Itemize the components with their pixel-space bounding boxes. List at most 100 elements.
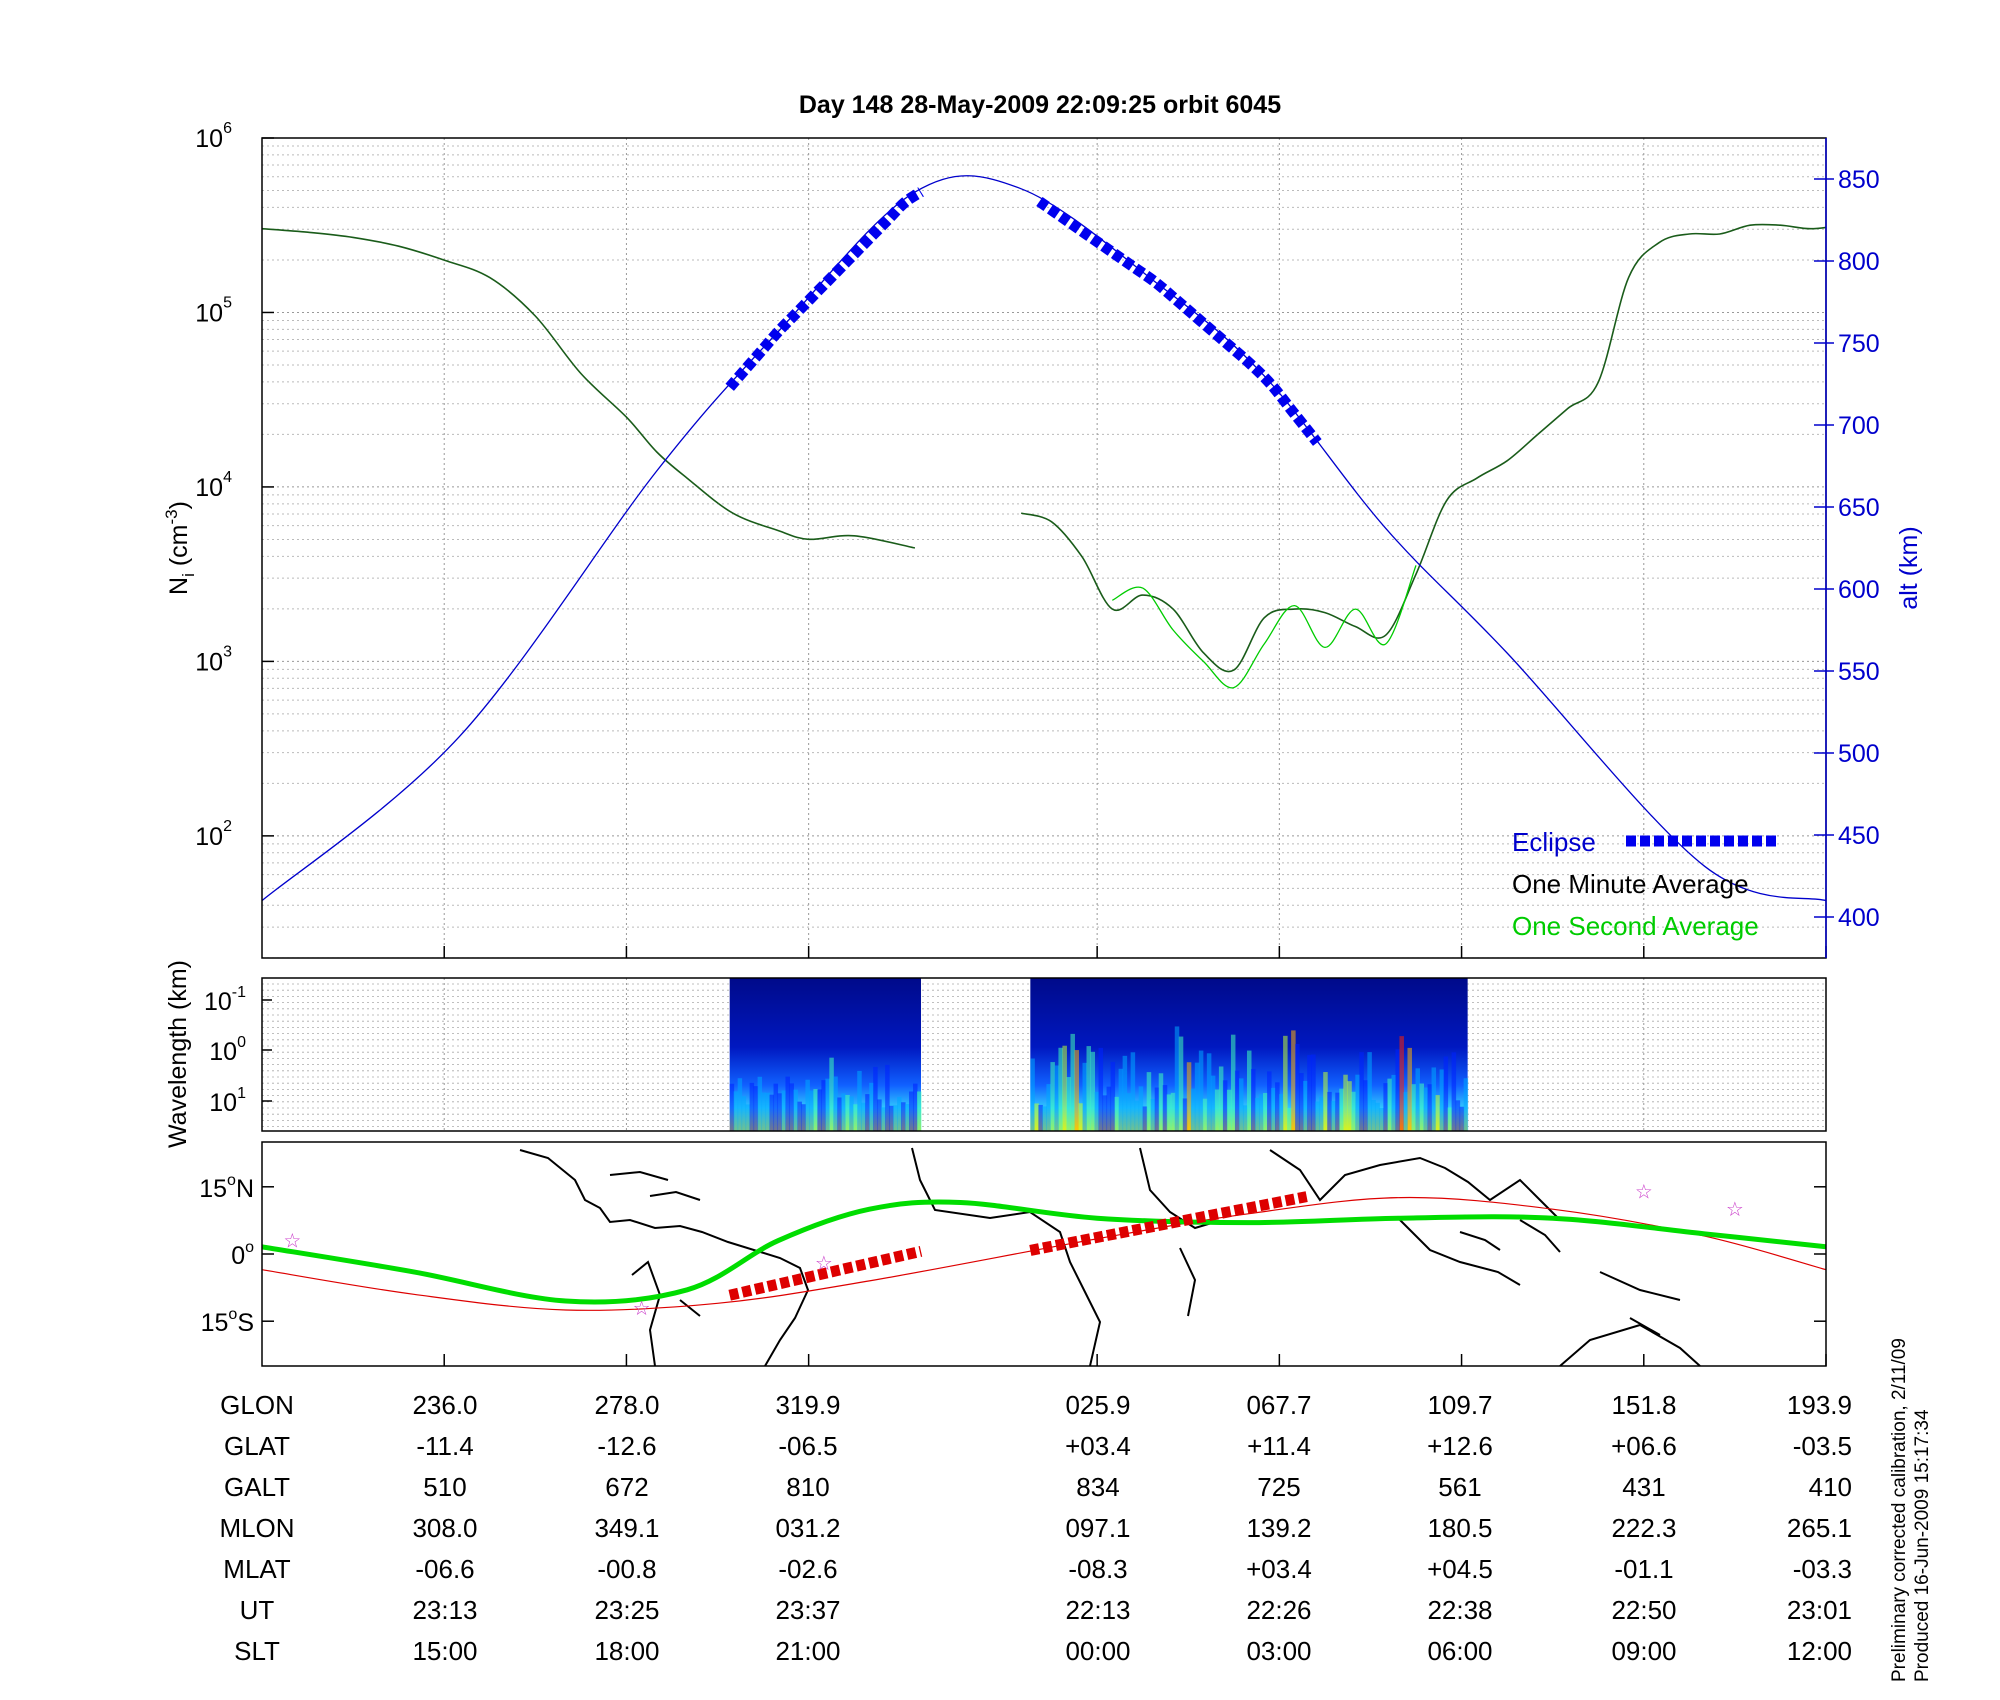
latitude-tick-degree: o [227, 1172, 236, 1189]
spectrogram-column [1190, 1088, 1196, 1131]
ephemeris-cell: 22:50 [1611, 1595, 1676, 1625]
spectrogram-column [1110, 1061, 1116, 1131]
spectrogram-column [1403, 1092, 1408, 1131]
spectrogram-column [1443, 1056, 1449, 1131]
spectrogram-column [1455, 1100, 1461, 1131]
wavelength-tick-base: 10 [209, 1089, 237, 1117]
ni-tick-label: 103 [195, 643, 232, 676]
spectrogram-column [741, 1096, 747, 1131]
ephemeris-table: GLON GLAT GALT MLON MLAT UT SLT 236.0 -11.4 510 30… [219, 1390, 1852, 1666]
legend: Eclipse One Minute Average One Second Av… [1512, 827, 1780, 941]
coastline-australia [1559, 1323, 1701, 1366]
spectrogram-column [1391, 1074, 1396, 1131]
spectrogram-column [1311, 1054, 1316, 1131]
ephemeris-cell: 236.0 [412, 1390, 477, 1420]
spectrogram-column [845, 1094, 850, 1131]
spectrogram-column [1118, 1068, 1124, 1131]
spectrogram-column [1423, 1087, 1429, 1131]
spectrogram-column [1222, 1080, 1228, 1131]
spectrogram-column [829, 1057, 834, 1131]
spectrogram-column [1142, 1106, 1148, 1131]
spectrogram-column [1162, 1085, 1168, 1131]
spectrogram-column [1114, 1096, 1120, 1131]
spectrogram-column [1451, 1052, 1457, 1131]
spectrogram-blocks [729, 978, 1469, 1131]
spectrogram-column [1134, 1100, 1140, 1131]
produced-note: Produced 16-Jun-2009 15:17:34 [1912, 1409, 1933, 1682]
spectrogram-column [905, 1104, 910, 1131]
spectrogram-column [1371, 1099, 1376, 1131]
ni-tick-exp: 4 [223, 469, 232, 486]
ephemeris-cell: 03:00 [1246, 1636, 1311, 1666]
ephemeris-cell: 193.9 [1787, 1390, 1852, 1420]
spectrogram-column [1138, 1086, 1144, 1131]
spectrogram-column [1463, 1078, 1469, 1131]
spectrogram-column [1419, 1083, 1425, 1131]
ephemeris-cell: 025.9 [1065, 1390, 1130, 1420]
alt-tick-label: 650 [1838, 494, 1880, 522]
top-panel-series [262, 175, 1826, 902]
latitude-tick-base: 15 [199, 1175, 227, 1203]
spectrogram-column [1062, 1045, 1067, 1131]
ephemeris-cell: -12.6 [597, 1431, 656, 1461]
ephemeris-cell: 09:00 [1611, 1636, 1676, 1666]
coastline-outlines [519, 1147, 1701, 1366]
ephemeris-row-label: MLAT [223, 1554, 291, 1584]
ni-tick-exp: 2 [223, 818, 232, 835]
ephemeris-cell: 180.5 [1427, 1513, 1492, 1543]
map-frame [261, 1141, 1827, 1367]
legend-minute-label: One Minute Average [1512, 869, 1749, 899]
spectrogram-column [817, 1089, 822, 1131]
coastline-americas [519, 1149, 810, 1366]
spectrogram-column [881, 1107, 886, 1131]
spectrogram-column [1246, 1050, 1252, 1131]
latitude-tick-degree: o [245, 1239, 254, 1256]
ni-tick-base: 10 [195, 299, 223, 327]
ephemeris-cell: 431 [1622, 1472, 1665, 1502]
ephemeris-cell: 23:25 [594, 1595, 659, 1625]
spectrogram-column [765, 1092, 771, 1131]
ni-tick-base: 10 [195, 125, 223, 153]
spectrogram-column [1395, 1049, 1400, 1131]
spectrogram-column [1154, 1087, 1160, 1131]
spectrogram-column [901, 1102, 906, 1131]
station-star-icon: ☆ [815, 1251, 833, 1275]
figure-title: Day 148 28-May-2009 22:09:25 orbit 6045 [799, 91, 1281, 119]
spectrogram-column [789, 1083, 794, 1131]
ephemeris-cell: +03.4 [1246, 1554, 1312, 1584]
spectrogram-column [1315, 1101, 1320, 1131]
spectrogram-column [733, 1091, 739, 1131]
ephemeris-cell: 672 [605, 1472, 648, 1502]
spectrogram-column [1186, 1062, 1192, 1131]
spectrogram-column [821, 1080, 826, 1131]
station-star-icon: ☆ [1726, 1197, 1744, 1221]
ephemeris-row-label: MLON [219, 1513, 294, 1543]
spectrogram-column [1054, 1065, 1059, 1131]
spectrogram-column [1339, 1088, 1344, 1131]
spectrogram-column [869, 1082, 874, 1131]
ephemeris-cell: -08.3 [1068, 1554, 1127, 1584]
ephemeris-cell: 22:38 [1427, 1595, 1492, 1625]
spectrogram-column [1363, 1080, 1368, 1131]
eclipse-segment [1036, 196, 1322, 446]
spectrogram-column [1411, 1084, 1416, 1131]
station-star-icon: ☆ [633, 1296, 651, 1320]
spectrogram-column [1234, 1070, 1240, 1131]
spectrogram-column [1166, 1094, 1172, 1131]
wavelength-tick-label: 10-1 [204, 984, 246, 1016]
ephemeris-cell: 151.8 [1611, 1390, 1676, 1420]
spectrogram-frame [261, 977, 1827, 1132]
ephemeris-row-label: UT [240, 1595, 275, 1625]
spectrogram-column [1238, 1078, 1244, 1131]
spectrogram-column [801, 1104, 806, 1131]
ephemeris-cell: 139.2 [1246, 1513, 1311, 1543]
ephemeris-cell: -06.6 [415, 1554, 474, 1584]
spectrogram-column [1178, 1036, 1184, 1131]
spectrogram-column [1070, 1033, 1075, 1131]
spectrogram-column [1283, 1035, 1288, 1131]
spectrogram-column [1379, 1108, 1384, 1131]
magnetic-equator-line [262, 1199, 1826, 1305]
spectrogram-column [1174, 1026, 1180, 1131]
spectrogram-column [909, 1091, 914, 1131]
